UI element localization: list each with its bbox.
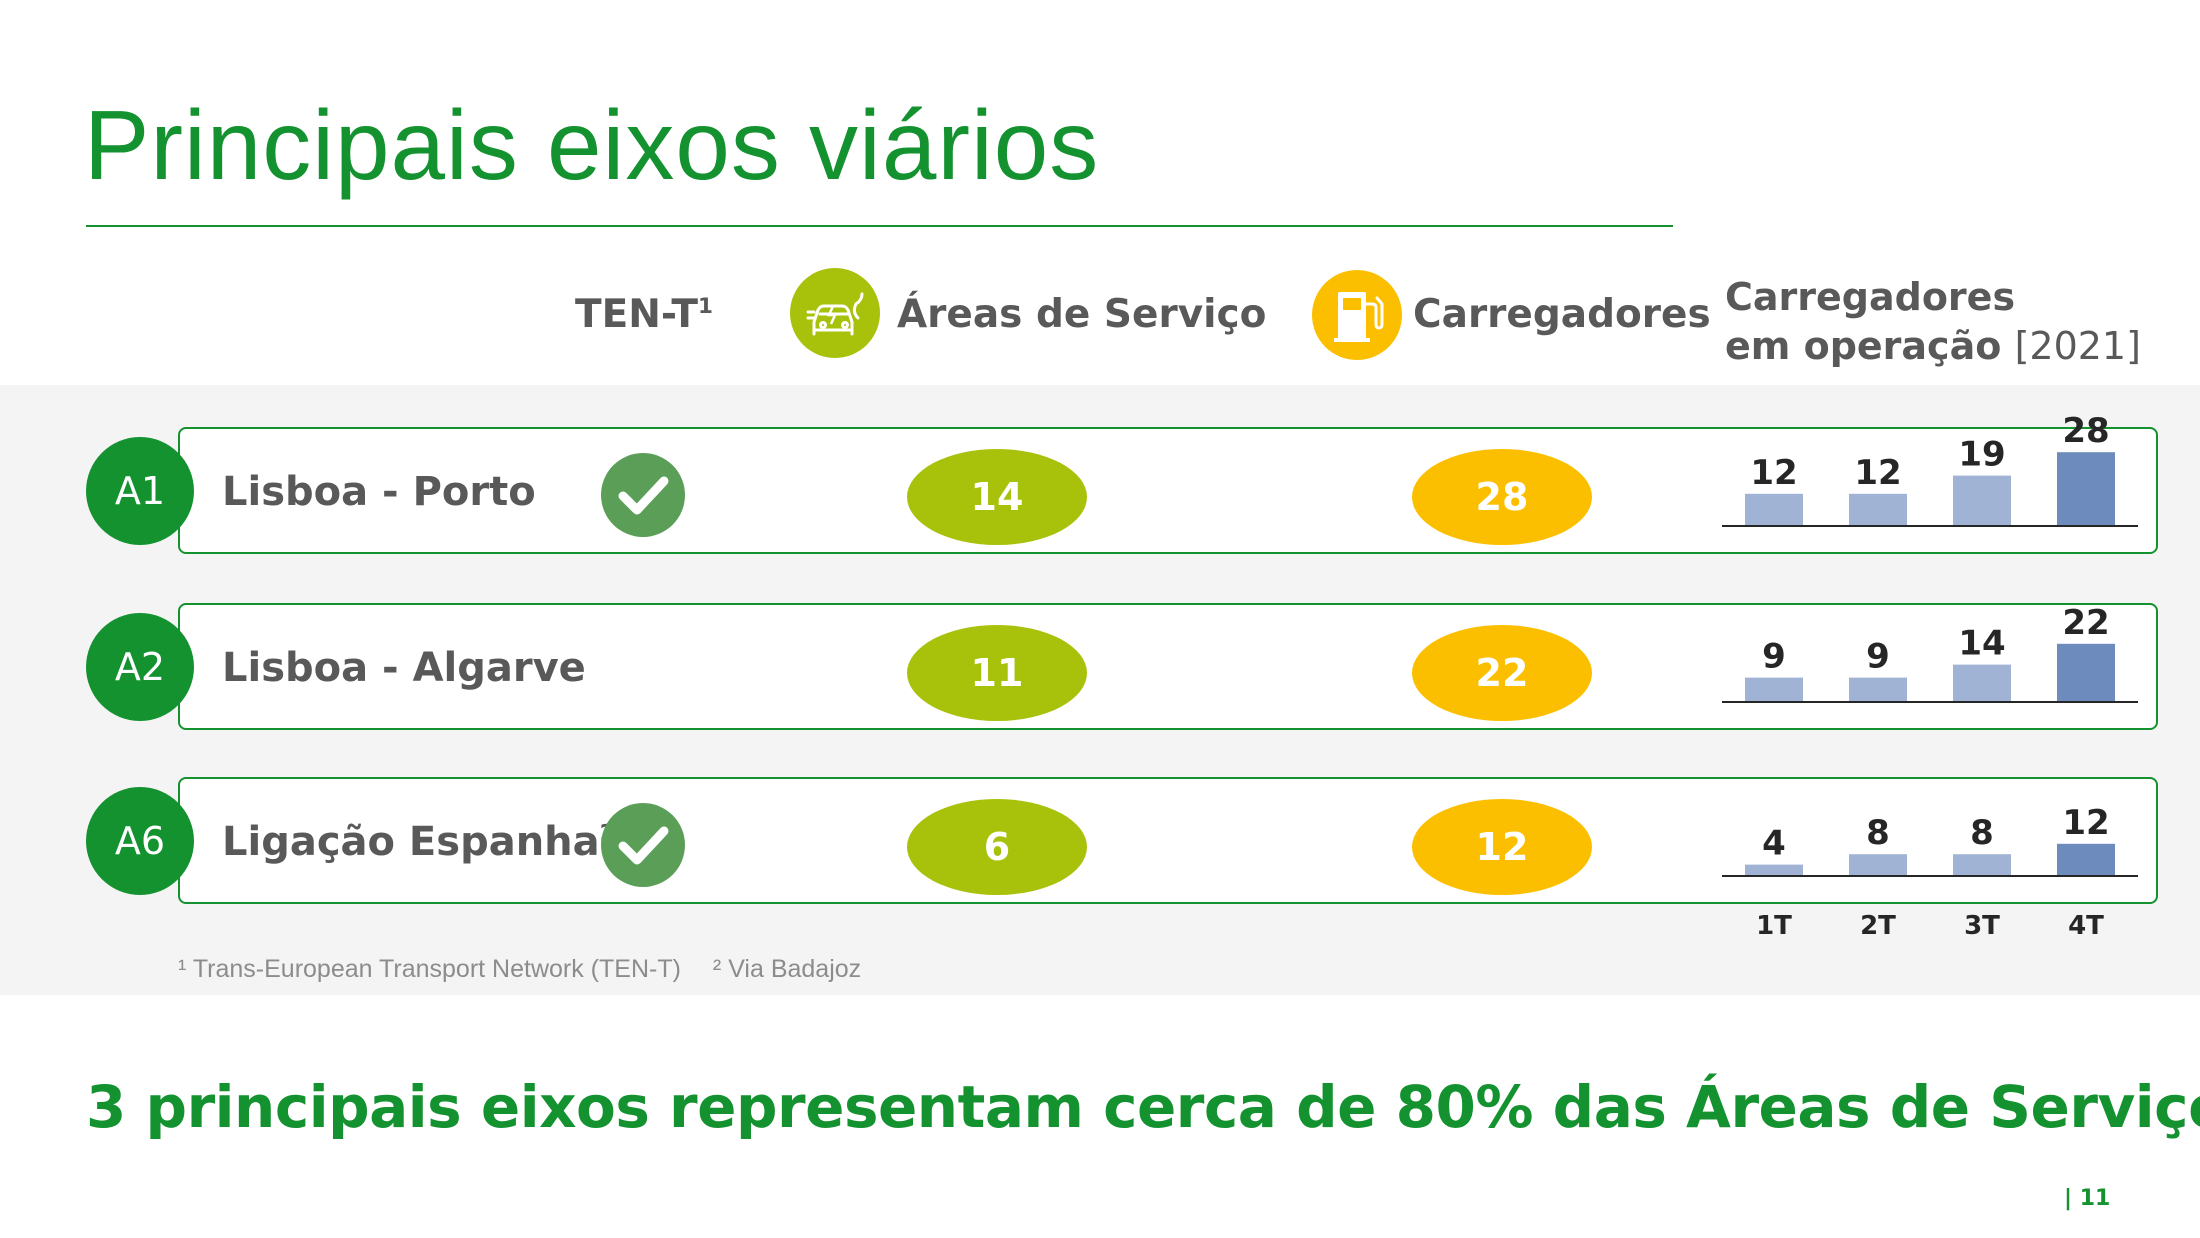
carregadores-count: 22 <box>1412 625 1592 721</box>
road-name-text: Lisboa - Algarve <box>222 645 586 691</box>
footnotes: ¹ Trans-European Transport Network (TEN-… <box>178 955 861 984</box>
page-number: | 11 <box>2064 1186 2111 1211</box>
column-header-ten-t: TEN-T1 <box>575 295 713 334</box>
footnote-ten-t: ¹ Trans-European Transport Network (TEN-… <box>178 955 681 983</box>
bar-2T <box>1849 854 1907 875</box>
table-row <box>178 427 2158 554</box>
road-name: Ligação Espanha2 <box>222 822 615 862</box>
table-row <box>178 603 2158 730</box>
ten-t-label: TEN-T <box>575 292 698 337</box>
bar-3T <box>1953 475 2011 525</box>
road-badge: A1 <box>86 437 194 545</box>
areas-servico-count: 6 <box>907 799 1087 895</box>
bar-4T <box>2057 643 2115 701</box>
operacao-year: [2021] <box>2014 324 2141 368</box>
x-tick-label: 1T <box>1756 911 1792 941</box>
road-badge: A6 <box>86 787 194 895</box>
x-tick-label: 3T <box>1964 911 2000 941</box>
carregadores-count: 12 <box>1412 799 1592 895</box>
bar-value-label: 12 <box>1854 453 1901 493</box>
bar-value-label: 28 <box>2062 412 2109 451</box>
areas-servico-count: 11 <box>907 625 1087 721</box>
operacao-label: em operação <box>1725 324 2002 368</box>
x-tick-label: 4T <box>2068 911 2104 941</box>
bar-value-label: 4 <box>1762 824 1786 864</box>
operation-chart: 12 12 19 28 <box>1722 412 2138 527</box>
bar-1T <box>1745 864 1803 875</box>
road-name-text: Ligação Espanha <box>222 819 600 865</box>
column-header-operacao-line2: em operação [2021] <box>1725 327 2141 365</box>
bar-3T <box>1953 854 2011 875</box>
operation-chart: 4 8 8 12 <box>1722 803 2138 877</box>
bar-2T <box>1849 493 1907 525</box>
bar-2T <box>1849 677 1907 701</box>
bar-1T <box>1745 677 1803 701</box>
bar-value-label: 22 <box>2062 603 2109 643</box>
footnote-marker: 1 <box>697 294 713 319</box>
bar-4T <box>2057 452 2115 525</box>
title-divider <box>86 225 1673 227</box>
road-name: Lisboa - Algarve <box>222 648 586 688</box>
ev-car-charging-icon <box>790 268 880 358</box>
operation-chart: 9 9 14 22 <box>1722 603 2138 703</box>
bar-value-label: 8 <box>1970 813 1994 853</box>
check-icon <box>601 803 685 887</box>
bar-1T <box>1745 493 1803 525</box>
bar-value-label: 14 <box>1958 624 2005 664</box>
table-row <box>178 777 2158 904</box>
fuel-pump-icon <box>1312 270 1402 360</box>
bar-value-label: 12 <box>1750 453 1797 493</box>
column-header-carregadores: Carregadores <box>1413 292 1711 337</box>
bar-4T <box>2057 843 2115 875</box>
check-icon <box>601 453 685 537</box>
headline: 3 principais eixos representam cerca de … <box>86 1073 2200 1141</box>
carregadores-count: 28 <box>1412 449 1592 545</box>
road-name-text: Lisboa - Porto <box>222 469 536 515</box>
bar-value-label: 9 <box>1866 637 1890 677</box>
column-header-areas-servico: Áreas de Serviço <box>897 292 1267 337</box>
x-tick-label: 2T <box>1860 911 1896 941</box>
bar-value-label: 12 <box>2062 803 2109 843</box>
bar-value-label: 8 <box>1866 813 1890 853</box>
bar-3T <box>1953 664 2011 701</box>
bar-value-label: 9 <box>1762 637 1786 677</box>
footnote-via-badajoz: ² Via Badajoz <box>712 955 862 983</box>
bar-value-label: 19 <box>1958 435 2005 475</box>
column-header-operacao-line1: Carregadores <box>1725 275 2016 319</box>
areas-servico-count: 14 <box>907 449 1087 545</box>
page-title: Principais eixos viários <box>84 90 1100 200</box>
road-badge: A2 <box>86 613 194 721</box>
road-name: Lisboa - Porto <box>222 472 536 512</box>
